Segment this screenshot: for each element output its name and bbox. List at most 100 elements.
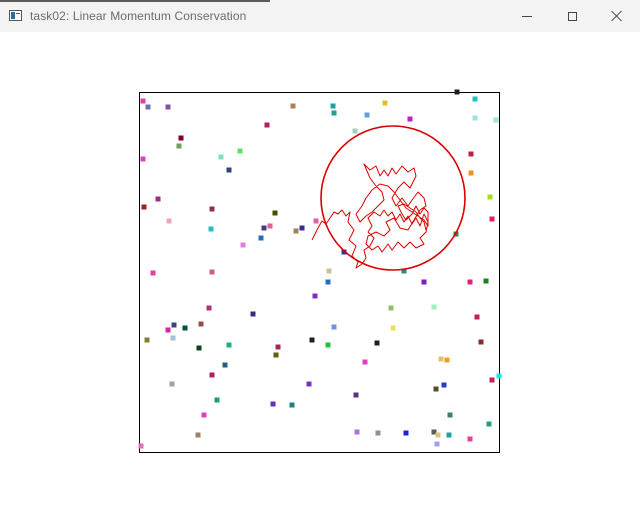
particle — [467, 436, 473, 442]
particle — [341, 249, 347, 255]
particle — [331, 324, 337, 330]
particle — [362, 359, 368, 365]
particle — [141, 204, 147, 210]
particle — [401, 268, 407, 274]
particle — [206, 305, 212, 311]
particle — [353, 392, 359, 398]
particle — [275, 344, 281, 350]
maximize-button[interactable] — [549, 0, 595, 32]
particle — [431, 304, 437, 310]
minimize-button[interactable] — [504, 0, 550, 32]
particle — [441, 382, 447, 388]
particle — [382, 100, 388, 106]
particle — [293, 228, 299, 234]
particle — [299, 225, 305, 231]
particle — [467, 279, 473, 285]
particle — [198, 321, 204, 327]
particle — [444, 357, 450, 363]
particle — [170, 335, 176, 341]
particle — [258, 235, 264, 241]
particle — [306, 381, 312, 387]
particle — [472, 96, 478, 102]
particle — [155, 196, 161, 202]
particle — [474, 314, 480, 320]
particle — [169, 381, 175, 387]
window-title: task02: Linear Momentum Conservation — [30, 9, 247, 23]
particle — [435, 432, 441, 438]
particle — [468, 170, 474, 176]
tracked-particle-circle — [320, 125, 466, 271]
center-of-mass-trail — [311, 163, 429, 269]
particle — [403, 430, 409, 436]
particle — [354, 429, 360, 435]
particle — [325, 342, 331, 348]
particle — [331, 110, 337, 116]
particle — [145, 104, 151, 110]
particle — [144, 337, 150, 343]
particle — [447, 412, 453, 418]
minimize-icon — [522, 15, 532, 17]
particle — [431, 429, 437, 435]
particle — [454, 89, 460, 95]
particle — [267, 223, 273, 229]
maximize-icon — [567, 11, 577, 21]
particle — [489, 377, 495, 383]
background-window-edge — [0, 0, 270, 2]
particle — [290, 103, 296, 109]
particle — [486, 421, 492, 427]
particle — [237, 148, 243, 154]
particle — [487, 194, 493, 200]
particle — [261, 225, 267, 231]
particle — [209, 269, 215, 275]
particle — [421, 279, 427, 285]
particle — [496, 373, 502, 379]
particle — [208, 226, 214, 232]
particle — [312, 293, 318, 299]
particle — [222, 362, 228, 368]
particle — [407, 116, 413, 122]
particle — [250, 311, 256, 317]
particle — [493, 117, 499, 123]
particle — [330, 103, 336, 109]
particle — [438, 356, 444, 362]
particle — [178, 135, 184, 141]
particle — [364, 112, 370, 118]
particle — [218, 154, 224, 160]
particle — [165, 327, 171, 333]
particle — [209, 372, 215, 378]
particle — [226, 167, 232, 173]
particle — [374, 340, 380, 346]
particle — [272, 210, 278, 216]
particle — [289, 402, 295, 408]
particle — [309, 337, 315, 343]
particle — [196, 345, 202, 351]
particle — [326, 268, 332, 274]
particle — [209, 206, 215, 212]
particle — [182, 325, 188, 331]
particle — [195, 432, 201, 438]
particle — [140, 156, 146, 162]
particle — [214, 397, 220, 403]
particle — [171, 322, 177, 328]
title-bar[interactable]: task02: Linear Momentum Conservation — [0, 0, 640, 32]
particle — [165, 104, 171, 110]
particle — [166, 218, 172, 224]
particle — [176, 143, 182, 149]
particle — [433, 386, 439, 392]
particle — [273, 352, 279, 358]
particle — [489, 216, 495, 222]
particle — [201, 412, 207, 418]
particle — [472, 115, 478, 121]
particle — [150, 270, 156, 276]
particle — [388, 305, 394, 311]
simulation-boundary — [139, 92, 500, 453]
particle — [352, 128, 358, 134]
particle — [138, 443, 144, 449]
particle — [483, 278, 489, 284]
particle — [264, 122, 270, 128]
particle — [240, 242, 246, 248]
particle — [446, 432, 452, 438]
particle — [325, 279, 331, 285]
particle — [140, 98, 146, 104]
